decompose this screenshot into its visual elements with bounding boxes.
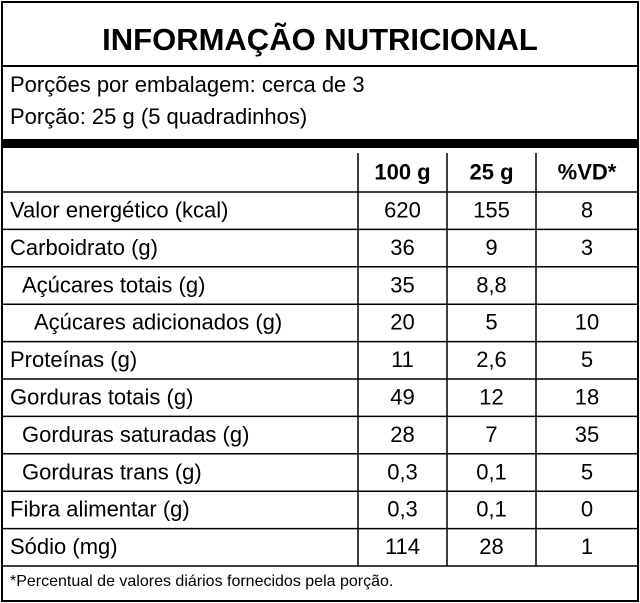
cell-value: 8	[581, 198, 593, 223]
cell-value: 35	[390, 272, 414, 297]
cell-value: 0,1	[476, 497, 507, 522]
cell-value: 0	[581, 497, 593, 522]
row-label: Fibra alimentar (g)	[10, 497, 190, 522]
cell-value: 620	[384, 198, 421, 223]
cell-value: 0,3	[387, 497, 418, 522]
cell-value: 5	[581, 347, 593, 372]
cell-value: 155	[473, 198, 510, 223]
column-header: 25 g	[469, 159, 513, 184]
row-label: Açúcares totais (g)	[22, 272, 205, 297]
cell-value: 2,6	[476, 347, 507, 372]
column-header: 100 g	[374, 159, 430, 184]
row-label: Proteínas (g)	[10, 347, 137, 372]
portion: Porção: 25 g (5 quadradinhos)	[10, 104, 307, 129]
title: INFORMAÇÃO NUTRICIONAL	[102, 22, 538, 57]
row-label: Sódio (mg)	[10, 534, 118, 559]
cell-value: 20	[390, 310, 414, 335]
cell-value: 114	[385, 534, 420, 559]
cell-value: 28	[479, 534, 503, 559]
cell-value: 49	[390, 385, 414, 410]
footnote: *Percentual de valores diários fornecido…	[10, 573, 393, 590]
cell-value: 8,8	[476, 272, 507, 297]
cell-value: 10	[575, 310, 599, 335]
cell-value: 36	[390, 235, 414, 260]
row-label: Açúcares adicionados (g)	[34, 310, 282, 335]
column-header: %VD*	[558, 159, 617, 184]
cell-value: 11	[391, 347, 414, 372]
row-label: Gorduras totais (g)	[10, 385, 193, 410]
servings: Porções por embalagem: cerca de 3	[10, 72, 365, 97]
cell-value: 9	[485, 235, 497, 260]
row-label: Gorduras saturadas (g)	[22, 422, 249, 447]
cell-value: 3	[581, 235, 593, 260]
row-label: Gorduras trans (g)	[22, 459, 202, 484]
cell-value: 7	[485, 422, 497, 447]
row-label: Carboidrato (g)	[10, 235, 158, 260]
cell-value: 28	[390, 422, 414, 447]
cell-value: 35	[575, 422, 599, 447]
cell-value: 18	[575, 385, 599, 410]
row-label: Valor energético (kcal)	[10, 198, 228, 223]
thick-divider	[2, 139, 638, 148]
cell-value: 5	[581, 459, 593, 484]
cell-value: 0,1	[476, 459, 507, 484]
cell-value: 0,3	[387, 459, 418, 484]
cell-value: 5	[485, 310, 497, 335]
cell-value: 12	[479, 385, 503, 410]
cell-value: 1	[581, 534, 593, 559]
